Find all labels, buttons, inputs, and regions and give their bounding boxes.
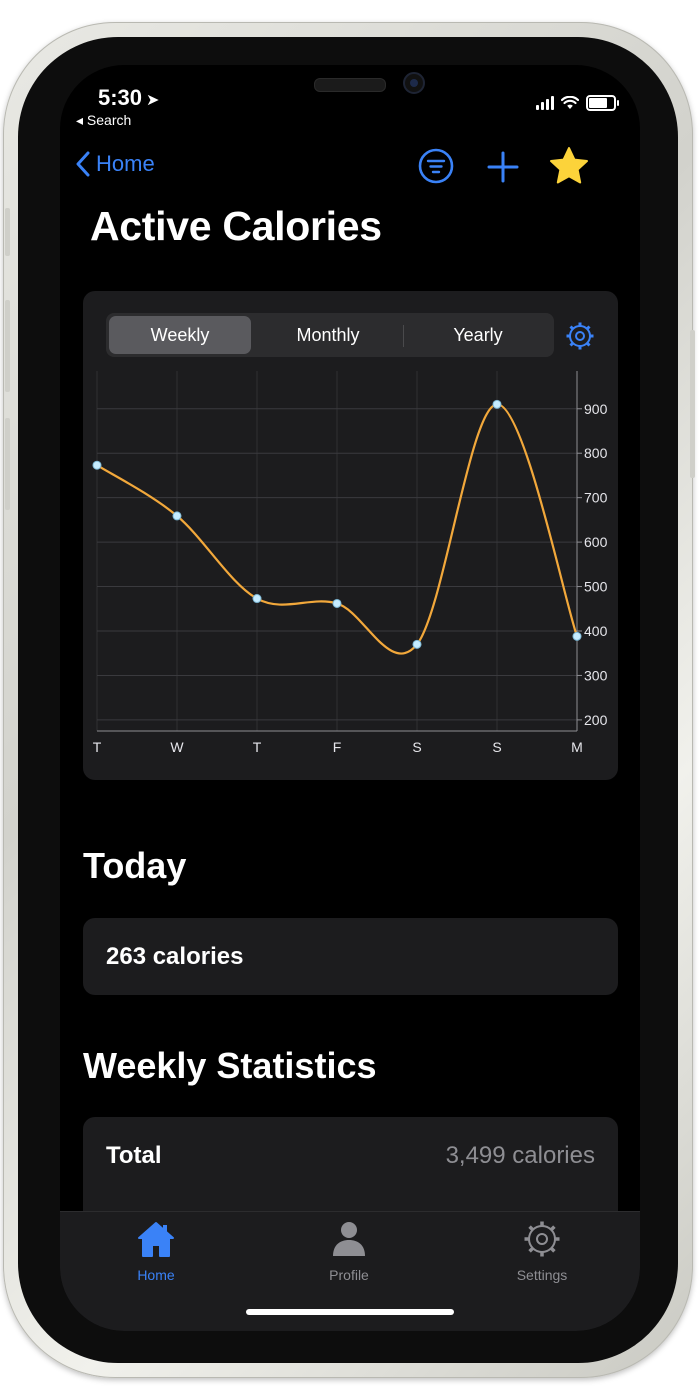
y-tick-label: 900 xyxy=(584,401,608,417)
status-time: 5:30 ➤ xyxy=(98,85,159,111)
y-tick-label: 200 xyxy=(584,712,608,728)
volume-down-button xyxy=(5,418,10,510)
x-tick-label: T xyxy=(93,739,102,755)
tab-settings[interactable]: Settings xyxy=(482,1220,602,1283)
y-tick-label: 600 xyxy=(584,534,608,550)
back-button[interactable]: Home xyxy=(76,151,155,177)
period-segmented-control: Weekly Monthly Yearly xyxy=(106,313,554,357)
filter-icon[interactable] xyxy=(417,147,455,185)
x-tick-label: M xyxy=(571,739,583,755)
weekly-total-value: 3,499 calories xyxy=(445,1142,595,1169)
data-point xyxy=(252,594,262,604)
today-card: 263 calories xyxy=(83,918,618,995)
location-arrow-icon: ➤ xyxy=(146,92,160,109)
star-icon[interactable] xyxy=(548,146,590,186)
home-indicator xyxy=(246,1309,454,1315)
data-point xyxy=(92,460,102,470)
series-line xyxy=(96,403,579,655)
segment-weekly[interactable]: Weekly xyxy=(109,316,251,354)
y-tick-label: 300 xyxy=(584,667,608,683)
today-calories-value: 263 calories xyxy=(106,943,244,970)
active-calories-chart: 200 300 400 500 600 700 800 900 T W T F S S M xyxy=(92,371,608,755)
status-icons xyxy=(536,95,619,111)
house-icon xyxy=(138,1222,174,1257)
weekly-stats-title: Weekly Statistics xyxy=(83,1045,377,1086)
segment-divider xyxy=(403,325,404,347)
x-tick-label: W xyxy=(170,739,184,755)
data-point xyxy=(332,598,342,608)
x-tick-label: F xyxy=(333,739,342,755)
y-tick-label: 800 xyxy=(584,445,608,461)
tab-profile[interactable]: Profile xyxy=(289,1220,409,1283)
wifi-icon xyxy=(561,96,579,109)
y-tick-label: 400 xyxy=(584,623,608,639)
x-tick-label: S xyxy=(412,739,421,755)
data-point xyxy=(572,631,582,641)
chevron-left-icon xyxy=(76,151,90,177)
power-button xyxy=(690,330,695,478)
segment-monthly[interactable]: Monthly xyxy=(296,325,360,345)
status-time-text: 5:30 xyxy=(98,85,143,110)
gear-icon xyxy=(524,1221,560,1257)
earpiece-speaker xyxy=(314,78,386,92)
page-title: Active Calories xyxy=(90,203,382,249)
tab-home[interactable]: Home xyxy=(96,1220,216,1283)
silent-switch xyxy=(5,208,10,256)
screen: 5:30 ➤ ◂ Search Home Active Calories xyxy=(60,65,640,1331)
y-tick-label: 500 xyxy=(584,579,608,595)
back-button-label: Home xyxy=(96,151,155,176)
today-title: Today xyxy=(83,845,187,886)
data-point xyxy=(412,639,422,649)
plus-icon[interactable] xyxy=(486,150,520,184)
tab-settings-label: Settings xyxy=(516,1267,568,1283)
segment-yearly[interactable]: Yearly xyxy=(453,325,503,345)
weekly-total-label: Total xyxy=(106,1142,162,1169)
chart-settings-gear-icon[interactable] xyxy=(565,321,595,351)
tab-home-label: Home xyxy=(137,1267,175,1283)
battery-icon xyxy=(586,95,619,111)
tab-profile-label: Profile xyxy=(329,1267,369,1283)
status-back-to-app[interactable]: ◂ Search xyxy=(76,112,132,128)
chart-card: Weekly Monthly Yearly 200 300 400 500 600 700… xyxy=(83,291,618,780)
front-camera xyxy=(403,72,425,94)
volume-up-button xyxy=(5,300,10,392)
x-tick-label: T xyxy=(253,739,262,755)
cellular-signal-icon xyxy=(536,96,554,110)
person-icon xyxy=(333,1222,365,1256)
x-tick-label: S xyxy=(492,739,501,755)
data-point xyxy=(492,399,502,409)
y-tick-label: 700 xyxy=(584,490,608,506)
data-point xyxy=(172,511,182,521)
